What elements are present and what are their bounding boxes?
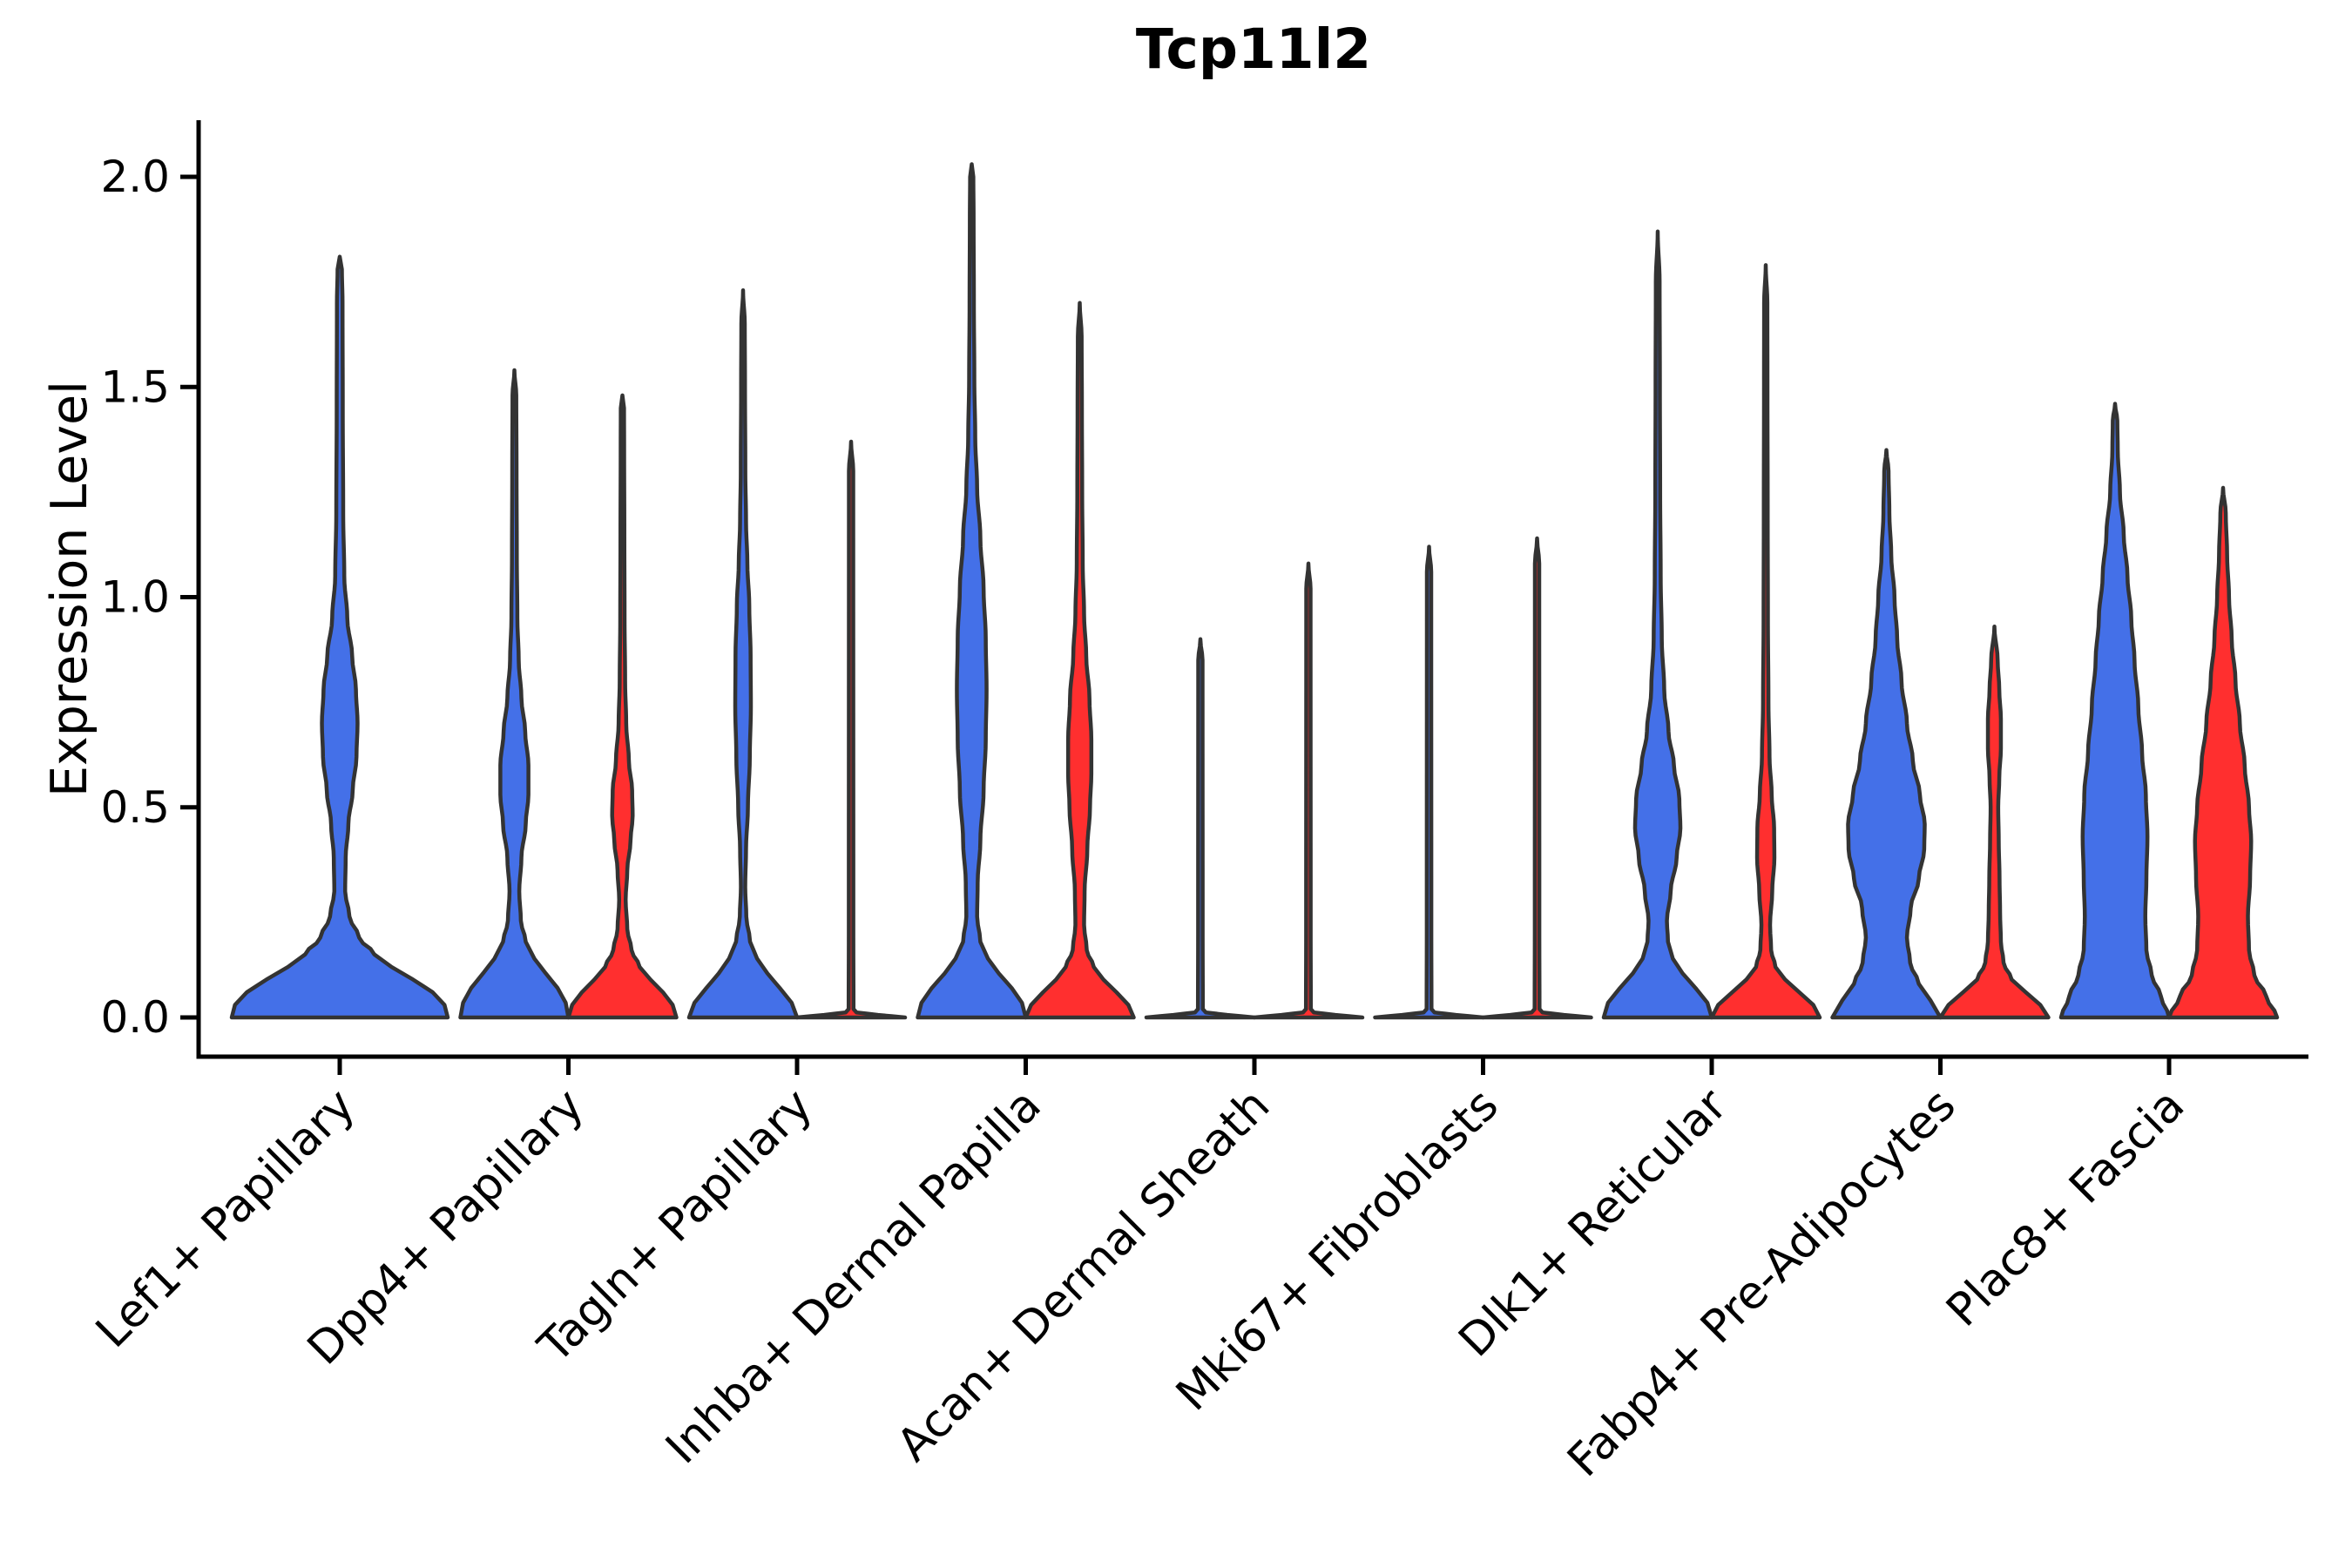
violin-plac8-fascia-red <box>2166 485 2280 1020</box>
violin-inhba-dermal-papilla-red <box>1024 301 1136 1020</box>
y-tick-label: 2.0 <box>100 152 170 202</box>
x-category-label-plac8-fascia: Plac8+ Fascia <box>1936 1079 2194 1337</box>
x-category-label-acan-dermal-sheath: Acan+ Dermal Sheath <box>888 1079 1281 1472</box>
violin-mki67-fibroblasts-blue <box>1373 544 1485 1020</box>
violin-acan-dermal-sheath-blue <box>1144 637 1257 1020</box>
y-tick-label: 0.5 <box>100 782 170 833</box>
violin-inhba-dermal-papilla-blue <box>916 162 1028 1020</box>
violin-dpp4-papillary-blue <box>458 368 571 1020</box>
violin-tagln-papillary-red <box>794 439 908 1020</box>
y-tick-label: 0.0 <box>100 992 170 1043</box>
violin-plac8-fascia-blue <box>2058 402 2172 1020</box>
violin-tagln-papillary-blue <box>686 288 800 1020</box>
x-category-label-fabp4-pre-adipocytes: Fabp4+ Pre-Adipocytes <box>1558 1079 1965 1487</box>
violin-acan-dermal-sheath-red <box>1252 561 1365 1020</box>
y-tick-label: 1.5 <box>100 362 170 412</box>
violin-dlk1-reticular-red <box>1709 263 1822 1020</box>
violin-dlk1-reticular-blue <box>1601 229 1714 1020</box>
violin-mki67-fibroblasts-red <box>1481 536 1593 1020</box>
x-category-label-inhba-dermal-papilla: Inhba+ Dermal Papilla <box>656 1079 1051 1474</box>
chart-title: Tcp11l2 <box>1135 17 1372 81</box>
violin-lef1-papillary-blue <box>229 254 450 1020</box>
y-tick-label: 1.0 <box>100 572 170 623</box>
violin-dpp4-papillary-red <box>566 393 679 1020</box>
violin-fabp4-pre-adipocytes-blue <box>1830 448 1943 1020</box>
violin-fabp4-pre-adipocytes-red <box>1938 625 2051 1020</box>
